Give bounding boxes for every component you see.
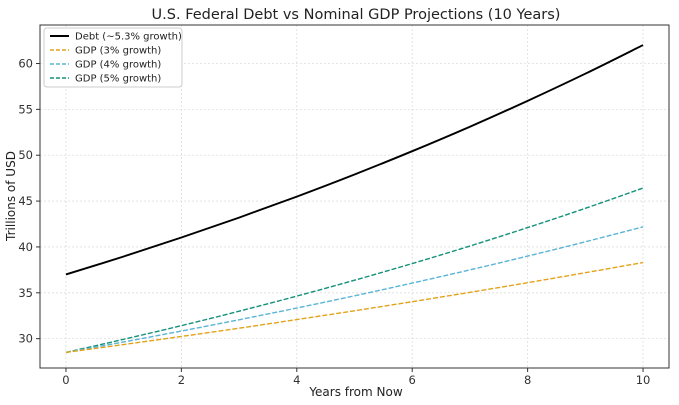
x-tick-label: 0 — [62, 373, 69, 387]
ticks: 0 2 4 6 8 10 30 35 40 45 50 55 60 — [18, 57, 650, 387]
x-tick-label: 10 — [636, 373, 651, 387]
y-tick-label: 50 — [18, 148, 33, 162]
y-tick-label: 45 — [18, 194, 33, 208]
legend-box — [43, 27, 183, 88]
series-line-gdp-3-growth — [65, 261, 644, 354]
y-tick-label: 60 — [18, 57, 33, 71]
chart-title: U.S. Federal Debt vs Nominal GDP Project… — [152, 7, 561, 23]
series-layer — [65, 44, 644, 354]
series-line-gdp-4-growth — [65, 226, 644, 354]
plot-frame — [39, 24, 670, 369]
y-tick-label: 40 — [18, 240, 33, 254]
x-tick-label: 6 — [409, 373, 416, 387]
series-line-debt-5-3-growth — [65, 44, 644, 276]
y-axis-label: Trillions of USD — [4, 151, 18, 242]
legend-label: Debt (~5.3% growth) — [75, 32, 182, 43]
x-axis-label: Years from Now — [308, 385, 403, 399]
x-tick-label: 4 — [293, 373, 300, 387]
legend-label: GDP (3% growth) — [75, 46, 161, 57]
x-tick-label: 8 — [524, 373, 531, 387]
y-tick-label: 30 — [18, 332, 33, 346]
y-tick-label: 35 — [18, 286, 33, 300]
series-line-gdp-5-growth — [65, 187, 644, 354]
x-tick-label: 2 — [178, 373, 185, 387]
legend-label: GDP (4% growth) — [75, 60, 161, 71]
legend: Debt (~5.3% growth) GDP (3% growth) GDP (4… — [43, 27, 183, 88]
y-tick-label: 55 — [18, 102, 33, 116]
legend-label: GDP (5% growth) — [75, 74, 161, 85]
